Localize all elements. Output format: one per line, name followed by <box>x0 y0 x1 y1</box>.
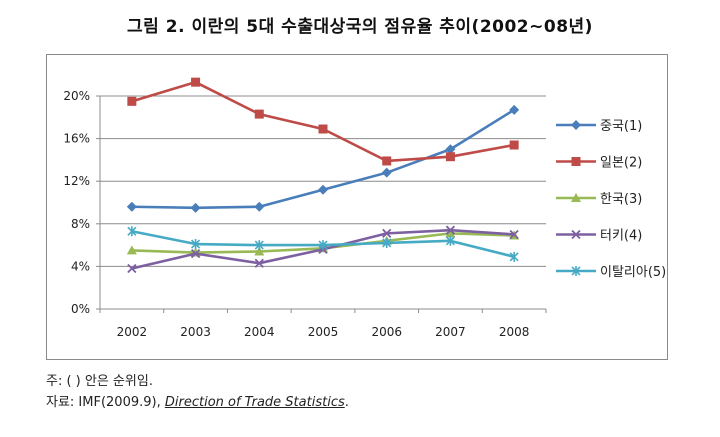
legend-item: 일본(2) <box>556 156 642 171</box>
data-point <box>254 201 265 212</box>
data-point <box>127 263 137 274</box>
data-point <box>191 77 201 87</box>
data-point <box>318 124 328 134</box>
y-tick-label: 12% <box>63 174 90 188</box>
legend-marker <box>571 157 581 166</box>
grid-lines <box>100 95 546 267</box>
data-point <box>126 245 137 255</box>
legend-item: 한국(3) <box>556 192 642 207</box>
legend-marker <box>571 193 581 202</box>
data-point <box>445 225 456 235</box>
source-title: Direction of Trade Statistics <box>164 395 345 410</box>
chart-title: 그림 2. 이란의 5대 수출대상국의 점유율 추이(2002~08년) <box>127 17 593 37</box>
data-point <box>382 156 392 166</box>
x-tick-label: 2004 <box>244 325 275 339</box>
legend-marker <box>571 266 581 276</box>
y-tick-label: 0% <box>71 302 90 316</box>
source-prefix: 자료: IMF(2009.9), <box>46 395 161 410</box>
x-tick-labels: 2002 2003 2004 2005 2006 2007 2008 <box>117 325 530 339</box>
x-tick-label: 2007 <box>435 325 466 339</box>
data-point <box>190 248 201 259</box>
legend-label: 일본(2) <box>600 156 642 171</box>
legend-item: 이탈리아(5) <box>556 265 666 280</box>
data-point <box>445 228 456 238</box>
chart-frame <box>46 54 668 360</box>
data-point <box>445 235 455 246</box>
y-tick-label: 8% <box>71 217 90 231</box>
y-tick-labels: 0% 4% 8% 12% 16% 20% <box>63 89 90 316</box>
data-point <box>254 246 265 256</box>
y-tick-label: 20% <box>63 89 90 103</box>
x-tick-label: 2008 <box>499 325 530 339</box>
legend-item: 터키(4) <box>556 229 642 244</box>
data-point <box>382 237 392 248</box>
legend-marker <box>571 229 581 240</box>
data-point <box>254 109 264 119</box>
x-tick-label: 2005 <box>308 325 339 339</box>
series-0 <box>126 104 520 213</box>
legend-marker <box>571 120 581 130</box>
data-point <box>318 184 328 195</box>
series-4 <box>127 226 519 262</box>
series-1 <box>127 77 519 166</box>
data-point <box>445 152 455 162</box>
data-point <box>126 201 137 212</box>
x-tick-label: 2006 <box>371 325 402 339</box>
legend-label: 중국(1) <box>600 119 642 134</box>
data-point <box>509 140 519 150</box>
data-point <box>318 240 328 251</box>
x-tick-label: 2002 <box>117 325 148 339</box>
legend-label: 터키(4) <box>600 229 642 244</box>
series-line <box>131 80 515 163</box>
source-suffix: . <box>344 395 349 410</box>
data-point <box>190 202 201 213</box>
data-point <box>382 228 392 239</box>
x-tick-label: 2003 <box>180 325 211 339</box>
data-point <box>445 144 456 155</box>
data-point <box>191 239 201 250</box>
data-point <box>509 229 519 240</box>
footnote-rank: 주: ( ) 안은 순위임. <box>46 374 153 389</box>
legend: 중국(1) 일본(2) 한국(3) 터키(4) 이탈리아(5) <box>556 119 666 280</box>
y-tick-label: 4% <box>71 259 90 273</box>
axes <box>96 95 547 313</box>
legend-label: 이탈리아(5) <box>600 265 666 280</box>
data-point <box>509 251 519 262</box>
data-point <box>381 167 392 178</box>
legend-label: 한국(3) <box>600 192 642 207</box>
data-point <box>254 258 264 268</box>
data-point <box>127 226 137 237</box>
data-point <box>127 96 137 106</box>
data-point <box>254 240 264 251</box>
legend-item: 중국(1) <box>556 119 642 134</box>
series-lines <box>126 77 520 274</box>
y-tick-label: 16% <box>63 132 90 146</box>
data-point <box>509 104 520 115</box>
footnote-source: 자료: IMF(2009.9), Direction of Trade Stat… <box>46 391 349 410</box>
